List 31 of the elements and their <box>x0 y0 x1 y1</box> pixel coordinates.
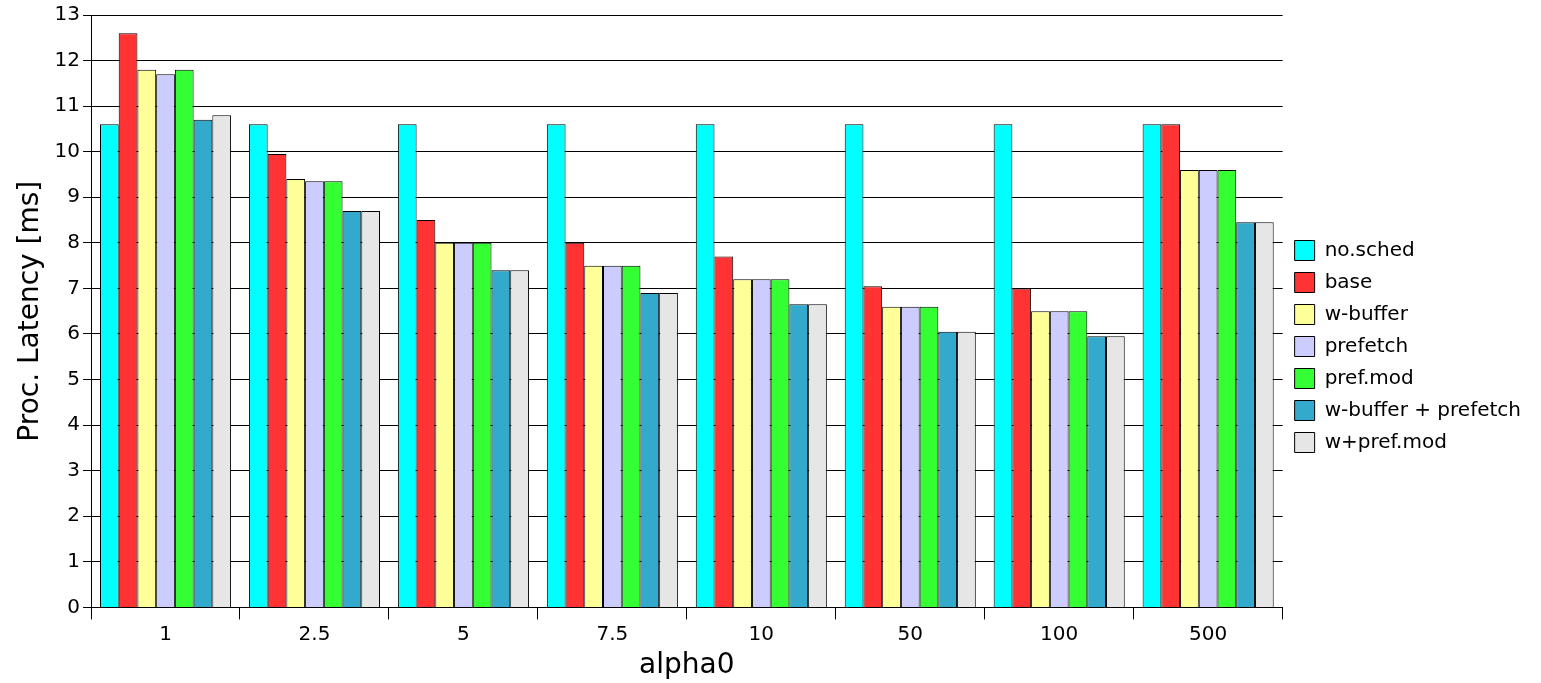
x-tick-label: 2.5 <box>298 620 331 645</box>
x-tick-label: 7.5 <box>596 620 629 645</box>
y-tick-label: 10 <box>54 137 81 162</box>
x-axis-title: alpha0 <box>639 647 735 681</box>
legend-label: w-buffer + prefetch <box>1324 396 1522 421</box>
y-axis-title: Proc. Latency [ms] <box>12 180 46 442</box>
x-tick-label: 500 <box>1189 620 1228 645</box>
legend-label: no.sched <box>1324 236 1415 261</box>
y-tick-label: 5 <box>67 365 81 390</box>
y-tick-label: 6 <box>67 320 81 345</box>
legend-label: prefetch <box>1324 332 1409 357</box>
y-tick-label: 0 <box>67 593 81 618</box>
x-tick-label: 5 <box>457 620 470 645</box>
y-tick-label: 7 <box>67 274 81 299</box>
x-tick-label: 1 <box>159 620 172 645</box>
legend-label: base <box>1324 268 1373 293</box>
y-tick-label: 11 <box>54 92 81 117</box>
y-tick-label: 1 <box>67 548 81 573</box>
y-tick-label: 12 <box>54 46 81 71</box>
legend-label: w+pref.mod <box>1324 428 1447 453</box>
y-tick-label: 9 <box>67 183 81 208</box>
y-tick-label: 3 <box>67 456 81 481</box>
legend-label: pref.mod <box>1324 364 1414 389</box>
x-tick-label: 100 <box>1040 620 1079 645</box>
y-tick-label: 8 <box>67 229 81 254</box>
x-tick-label: 10 <box>748 620 775 645</box>
y-tick-label: 13 <box>54 1 81 26</box>
y-tick-label: 4 <box>67 411 81 436</box>
y-tick-label: 2 <box>67 502 81 527</box>
legend-label: w-buffer <box>1324 300 1409 325</box>
x-tick-label: 50 <box>897 620 923 645</box>
